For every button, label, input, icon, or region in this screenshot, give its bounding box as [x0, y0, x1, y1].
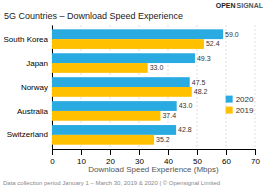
data-label: 47.5 [192, 79, 206, 86]
bar [52, 39, 204, 49]
footer: Data collection period January 1 – March… [3, 180, 220, 186]
grid-line [255, 25, 256, 149]
y-tick-label: South Korea [4, 35, 49, 44]
data-label: 35.2 [156, 136, 170, 143]
data-label: 49.3 [197, 55, 211, 62]
y-tick-label: Norway [21, 83, 48, 92]
x-tick-mark [168, 149, 169, 155]
data-label: 52.4 [206, 40, 220, 47]
bar [52, 63, 148, 73]
x-tick-mark [110, 149, 111, 155]
x-tick-label: 10 [77, 157, 86, 166]
data-label: 33.0 [150, 64, 164, 71]
x-tick-mark [81, 149, 82, 155]
y-tick: Switzerland [7, 130, 48, 139]
x-tick-label: 70 [251, 157, 260, 166]
y-tick-label: Japan [26, 59, 48, 68]
x-tick-label: 0 [50, 157, 55, 166]
data-label: 48.2 [194, 88, 208, 95]
title: 5G Countries – Download Speed Experience [4, 11, 183, 21]
data-label: 42.8 [178, 126, 192, 133]
x-tick-mark [52, 149, 53, 155]
bar [52, 87, 192, 97]
y-tick: Japan [26, 59, 48, 68]
x-tick: 50 [193, 149, 202, 166]
legend-item: 2020 [226, 95, 254, 104]
x-tick: 60 [222, 149, 231, 166]
plot: 0 10 20 30 40 50 60 70 South Korea Japan Norway Aus… [4, 25, 261, 166]
x-tick-mark [255, 149, 256, 155]
x-tick: 0 [50, 149, 55, 166]
x-tick-mark [197, 149, 198, 155]
x-tick: 30 [135, 149, 144, 166]
y-tick-label: Australia [17, 106, 49, 115]
bars [52, 29, 223, 144]
chart: SIGNALOPEN 5G Countries – Download Speed … [0, 0, 267, 189]
y-tick: Norway [21, 83, 48, 92]
legend-label: 2020 [236, 95, 254, 104]
x-tick-label: 60 [222, 157, 231, 166]
y-axis: South Korea Japan Norway Australia Switzerla… [4, 26, 53, 150]
bar [52, 125, 176, 135]
legend: 2020 2019 [226, 95, 254, 115]
bar [52, 111, 160, 121]
x-tick: 10 [77, 149, 86, 166]
y-tick: Australia [17, 106, 49, 115]
data-labels: 59.0 49.3 47.5 43.0 42.8 52.4 33.0 48.2 37.4 35.2 [150, 31, 239, 144]
grid-line [226, 25, 227, 149]
bar [52, 101, 177, 111]
chart-container: SIGNALOPEN 5G Countries – Download Speed … [0, 0, 267, 189]
logo-text: OPEN [216, 2, 236, 9]
x-tick-mark [226, 149, 227, 155]
x-axis: 0 10 20 30 40 50 60 70 [50, 149, 260, 166]
x-tick: 20 [106, 149, 115, 166]
bar [52, 135, 154, 145]
x-tick-mark [139, 149, 140, 155]
bar [52, 29, 223, 39]
x-axis-label: Download Speed Experience (Mbps) [88, 165, 219, 174]
x-tick: 70 [251, 149, 260, 166]
grid [52, 25, 255, 149]
data-label: 59.0 [225, 31, 239, 38]
x-tick: 40 [164, 149, 173, 166]
x-axis-line [53, 150, 256, 156]
data-label: 37.4 [162, 112, 176, 119]
legend-label: 2019 [236, 106, 254, 115]
data-label: 43.0 [179, 102, 193, 109]
legend-swatch [226, 107, 233, 114]
legend-item: 2019 [226, 106, 254, 115]
bar [52, 77, 190, 87]
legend-swatch [226, 96, 233, 103]
logo-text: SIGNAL [237, 2, 264, 9]
bar [52, 53, 195, 63]
y-tick-label: Switzerland [7, 130, 48, 139]
y-tick: South Korea [4, 35, 49, 44]
